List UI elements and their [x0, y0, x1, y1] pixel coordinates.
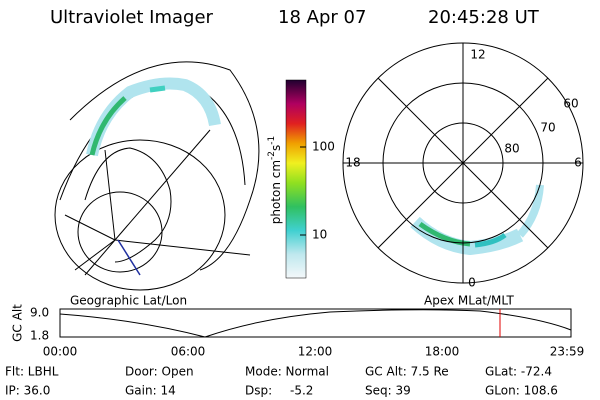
y-tick-label: 9.0 — [30, 306, 49, 320]
plot-label: Apex MLat/MLT — [424, 294, 514, 308]
dsp-value: -5.2 — [290, 384, 313, 398]
date: 18 Apr 07 — [278, 7, 366, 28]
x-tick-label: 06:00 — [171, 345, 206, 359]
x-tick-label: 00:00 — [43, 345, 78, 359]
colorbar-tick: 100 — [312, 140, 335, 154]
colorbar-unit: photon cm-2s-1 — [267, 136, 283, 225]
colorbar: 100 10 photon cm-2s-1 — [267, 79, 335, 279]
mlt-label: 0 — [468, 276, 476, 290]
footer-field: Gain: 14 — [125, 384, 176, 398]
mlat-label: 80 — [504, 142, 519, 156]
altitude-plot: Geographic Lat/Lon Apex MLat/MLT GC Alt … — [11, 294, 585, 359]
y-label: GC Alt — [11, 304, 25, 342]
mlt-label: 12 — [470, 48, 485, 62]
x-tick-label: 18:00 — [425, 345, 460, 359]
x-tick-label: 12:00 — [298, 345, 333, 359]
mlt-label: 6 — [574, 156, 582, 170]
footer-field: Dsp: — [245, 384, 272, 398]
footer: -5.2 Flt: LBHL Door: Open Mode: Normal GC A… — [5, 365, 558, 398]
polar-plot: 12 18 6 0 60 70 80 — [342, 42, 584, 290]
time: 20:45:28 UT — [428, 7, 540, 28]
plot-label: Geographic Lat/Lon — [70, 294, 187, 308]
footer-field: Mode: Normal — [245, 365, 329, 379]
mlat-label: 60 — [563, 97, 578, 111]
x-tick-label: 23:59 — [550, 345, 585, 359]
footer-field: Seq: 39 — [365, 384, 411, 398]
footer-field: GC Alt: 7.5 Re — [365, 365, 449, 379]
colorbar-tick: 10 — [312, 228, 327, 242]
instrument: Ultraviolet Imager — [50, 7, 214, 28]
mlat-label: 70 — [540, 121, 555, 135]
footer-field: GLon: 108.6 — [485, 384, 558, 398]
footer-field: Door: Open — [125, 365, 194, 379]
geographic-map — [54, 61, 260, 291]
mlt-label: 18 — [345, 156, 360, 170]
y-tick-label: 1.8 — [30, 329, 49, 343]
footer-field: Flt: LBHL — [5, 365, 59, 379]
footer-field: GLat: -72.4 — [485, 365, 552, 379]
footer-field: IP: 36.0 — [5, 384, 50, 398]
